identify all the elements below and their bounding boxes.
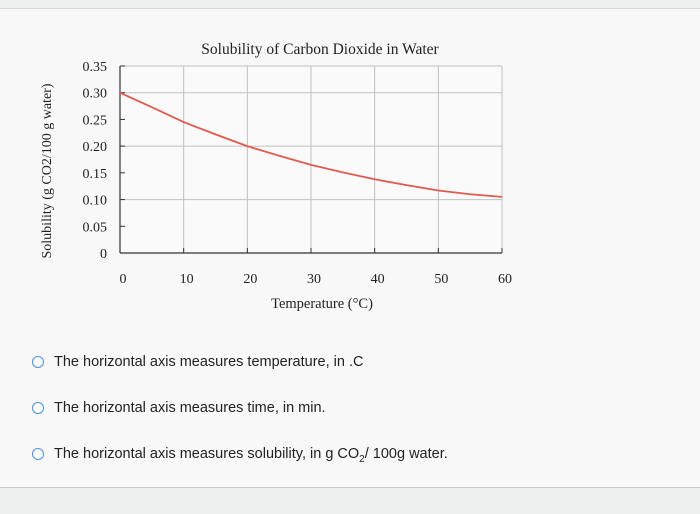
y-tick-label: 0.30 [83, 87, 108, 102]
y-tick-label: 0.05 [83, 220, 108, 235]
x-tick-label: 40 [371, 272, 385, 287]
option-label: The horizontal axis measures time, in mi… [54, 400, 326, 416]
solubility-curve [119, 91, 503, 198]
y-tick-label: 0.15 [83, 167, 108, 182]
radio-button-icon[interactable] [32, 402, 44, 414]
option-label: The horizontal axis measures temperature… [54, 354, 364, 370]
chart-title: Solubility of Carbon Dioxide in Water [201, 41, 439, 58]
y-tick-label: 0 [100, 247, 107, 262]
question-panel: 0 0.05 0.10 0.15 0.20 0.25 0.30 0.35 0 10 20 30 40 50… [0, 8, 700, 488]
x-tick-label: 10 [180, 272, 194, 287]
y-tick-label: 0.10 [83, 194, 108, 209]
y-tick-label: 0.35 [83, 60, 108, 75]
x-tick-label: 0 [120, 272, 127, 287]
radio-button-icon[interactable] [32, 448, 44, 460]
x-tick-label: 20 [243, 272, 257, 287]
y-tick-label: 0.25 [83, 113, 108, 128]
radio-button-icon[interactable] [32, 356, 44, 368]
solubility-chart: 0 0.05 0.10 0.15 0.20 0.25 0.30 0.35 0 10 20 30 40 50… [40, 41, 512, 312]
x-tick-label: 60 [498, 272, 512, 287]
option-label: The horizontal axis measures solubility,… [54, 446, 448, 465]
y-axis-label: Solubility (g CO2/100 g water) [40, 83, 55, 258]
x-axis-label: Temperature (°C) [271, 296, 373, 312]
x-tick-label: 30 [307, 272, 321, 287]
x-tick-label: 50 [434, 272, 448, 287]
y-tick-label: 0.20 [83, 140, 108, 155]
